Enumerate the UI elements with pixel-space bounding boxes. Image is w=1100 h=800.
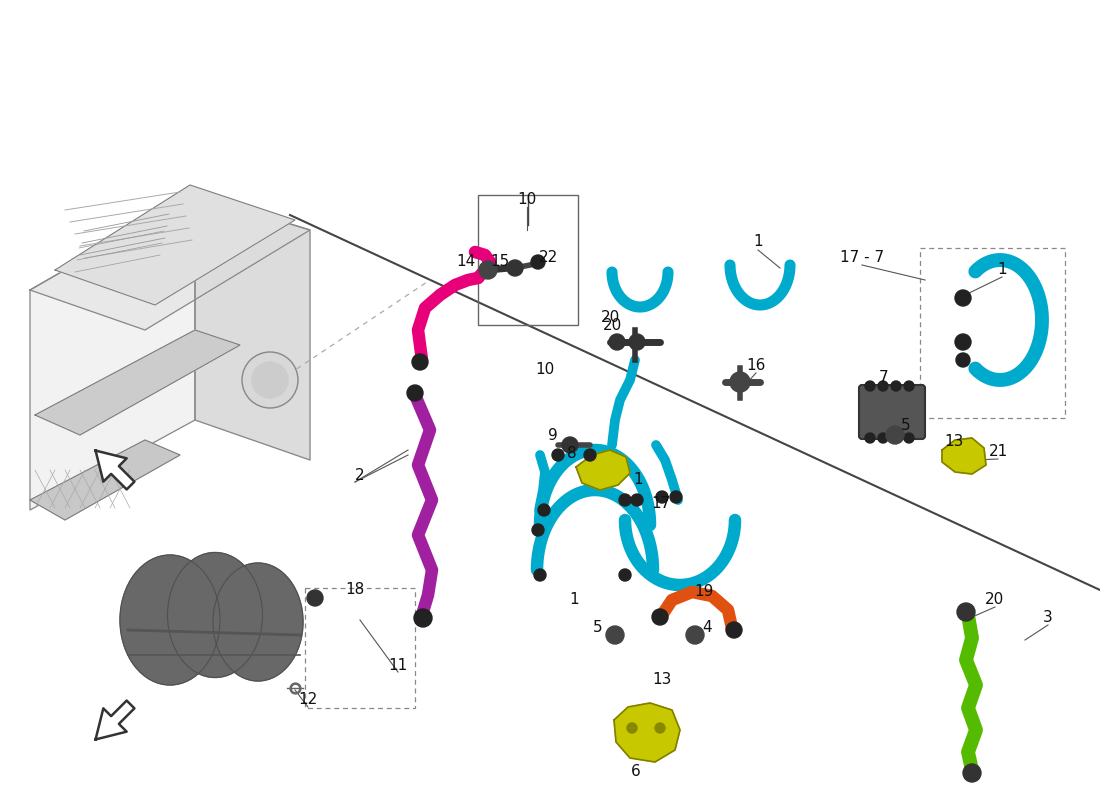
Circle shape — [252, 362, 288, 398]
Text: 19: 19 — [694, 585, 714, 599]
Text: 18: 18 — [345, 582, 364, 598]
Text: 8: 8 — [568, 446, 576, 461]
Text: 1: 1 — [569, 593, 579, 607]
Ellipse shape — [120, 555, 220, 685]
Text: 15: 15 — [491, 254, 509, 270]
Text: 2: 2 — [355, 467, 365, 482]
Text: 9: 9 — [548, 427, 558, 442]
Text: 6: 6 — [631, 765, 641, 779]
Bar — [478, 195, 578, 325]
Text: 7: 7 — [879, 370, 889, 386]
Text: 5: 5 — [901, 418, 911, 433]
Polygon shape — [942, 438, 986, 474]
Text: 20: 20 — [603, 318, 622, 333]
Circle shape — [962, 764, 981, 782]
Text: 4: 4 — [702, 621, 712, 635]
Ellipse shape — [167, 553, 263, 678]
Ellipse shape — [213, 563, 302, 681]
Circle shape — [242, 352, 298, 408]
Circle shape — [532, 524, 544, 536]
Circle shape — [627, 723, 637, 733]
Circle shape — [619, 494, 631, 506]
Text: 10: 10 — [536, 362, 554, 378]
Circle shape — [619, 569, 631, 581]
Circle shape — [629, 334, 645, 350]
Text: 11: 11 — [388, 658, 408, 673]
Circle shape — [307, 590, 323, 606]
Circle shape — [891, 433, 901, 443]
Bar — [920, 248, 1065, 418]
Text: 20: 20 — [986, 593, 1004, 607]
Circle shape — [878, 433, 888, 443]
Circle shape — [726, 622, 742, 638]
Polygon shape — [195, 195, 310, 460]
Circle shape — [407, 385, 424, 401]
Polygon shape — [576, 450, 630, 490]
FancyBboxPatch shape — [859, 385, 925, 439]
Circle shape — [904, 381, 914, 391]
Text: 3: 3 — [1043, 610, 1053, 626]
Circle shape — [507, 260, 522, 276]
Text: 13: 13 — [652, 673, 672, 687]
Circle shape — [531, 255, 544, 269]
Circle shape — [891, 381, 901, 391]
Circle shape — [606, 626, 624, 644]
Text: 22: 22 — [538, 250, 558, 266]
Circle shape — [686, 626, 704, 644]
Circle shape — [652, 609, 668, 625]
Circle shape — [538, 504, 550, 516]
Polygon shape — [35, 330, 240, 435]
Polygon shape — [96, 701, 134, 739]
Circle shape — [478, 261, 497, 279]
Circle shape — [955, 290, 971, 306]
Text: 12: 12 — [298, 693, 318, 707]
Text: 17 - 7: 17 - 7 — [840, 250, 884, 266]
Circle shape — [552, 449, 564, 461]
Text: 21: 21 — [989, 445, 1008, 459]
Circle shape — [670, 491, 682, 503]
Text: 14: 14 — [456, 254, 475, 270]
Text: 20: 20 — [601, 310, 619, 326]
Circle shape — [865, 433, 874, 443]
Circle shape — [534, 569, 546, 581]
Circle shape — [955, 334, 971, 350]
Polygon shape — [30, 195, 310, 330]
Polygon shape — [55, 185, 295, 305]
Circle shape — [730, 372, 750, 392]
Circle shape — [412, 354, 428, 370]
Circle shape — [414, 609, 432, 627]
Polygon shape — [30, 195, 195, 510]
Circle shape — [957, 603, 975, 621]
Text: 5: 5 — [593, 621, 603, 635]
Circle shape — [584, 449, 596, 461]
Bar — [305, 588, 415, 708]
Text: 10: 10 — [517, 193, 537, 207]
Circle shape — [886, 426, 904, 444]
Circle shape — [562, 437, 578, 453]
Text: 1: 1 — [634, 473, 642, 487]
Text: 1: 1 — [998, 262, 1006, 278]
Circle shape — [956, 353, 970, 367]
Polygon shape — [96, 450, 134, 490]
Circle shape — [878, 381, 888, 391]
Circle shape — [904, 433, 914, 443]
Text: 17: 17 — [651, 495, 671, 510]
Text: 1: 1 — [754, 234, 762, 250]
Text: 16: 16 — [746, 358, 766, 374]
Circle shape — [654, 723, 666, 733]
Circle shape — [609, 334, 625, 350]
Polygon shape — [614, 703, 680, 762]
Circle shape — [865, 381, 874, 391]
Circle shape — [656, 491, 668, 503]
Polygon shape — [30, 440, 180, 520]
Text: 13: 13 — [944, 434, 964, 450]
Circle shape — [631, 494, 644, 506]
